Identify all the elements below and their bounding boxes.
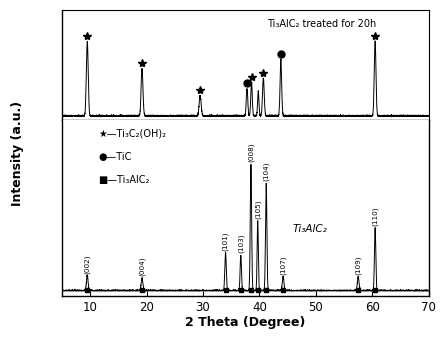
Text: (004): (004) [139, 257, 145, 276]
Text: (008): (008) [248, 143, 254, 163]
Text: Intensity (a.u.): Intensity (a.u.) [11, 100, 24, 206]
Text: Ti₃AlC₂: Ti₃AlC₂ [293, 224, 328, 234]
Text: (110): (110) [372, 206, 378, 226]
Text: (002): (002) [84, 254, 91, 274]
Text: (103): (103) [237, 234, 244, 253]
Text: ★—Ti₃C₂(OH)₂: ★—Ti₃C₂(OH)₂ [99, 129, 167, 139]
Text: (109): (109) [355, 255, 362, 275]
Text: Ti₃AlC₂ treated for 20h: Ti₃AlC₂ treated for 20h [267, 19, 377, 29]
Text: (104): (104) [263, 162, 270, 181]
Text: (101): (101) [222, 232, 229, 251]
Text: ■—Ti₃AlC₂: ■—Ti₃AlC₂ [99, 174, 150, 185]
X-axis label: 2 Theta (Degree): 2 Theta (Degree) [185, 317, 305, 329]
Text: ●—TiC: ●—TiC [99, 152, 132, 162]
Text: (107): (107) [280, 255, 286, 275]
Text: (105): (105) [255, 200, 261, 219]
